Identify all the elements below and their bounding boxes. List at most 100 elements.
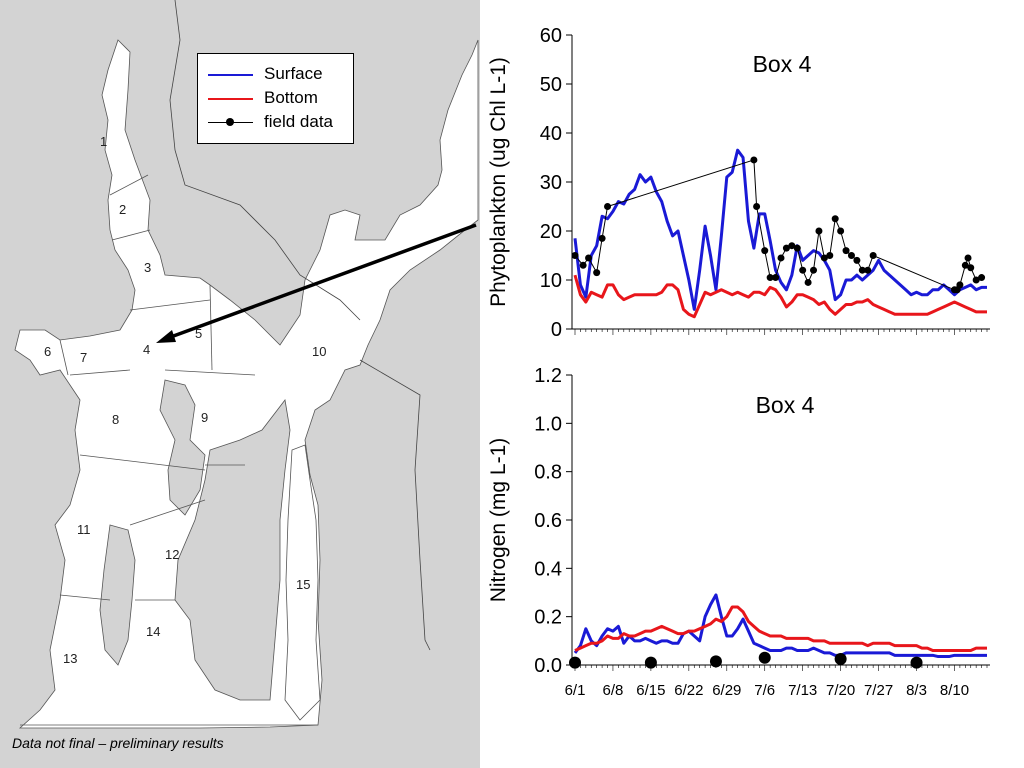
series-line-surface	[573, 148, 987, 311]
legend-item-field-data: field data	[198, 111, 353, 135]
field-data-point	[847, 252, 855, 259]
y-tick-label: 0.8	[534, 462, 562, 484]
y-tick-label: 1.2	[534, 365, 562, 387]
island-conanicut	[99, 524, 136, 666]
box-label: 2	[119, 202, 126, 217]
y-tick-label: 50	[540, 74, 562, 96]
arrow	[156, 223, 477, 343]
field-data-point	[782, 244, 790, 252]
field-data-point	[956, 281, 964, 289]
field-data-point	[761, 247, 769, 255]
field-data-point	[579, 261, 587, 269]
x-tick-label: 6/29	[712, 682, 741, 699]
field-data-point	[831, 215, 839, 223]
field-data-point	[853, 256, 861, 264]
field-data-point	[978, 274, 986, 282]
field-data-point	[793, 244, 801, 252]
box-label: 5	[195, 326, 202, 341]
state-boundaries	[169, 0, 431, 651]
field-data-point	[750, 156, 758, 164]
island-aquidneck	[174, 399, 291, 701]
legend-label: Bottom	[264, 88, 318, 107]
field-data-point	[593, 269, 601, 277]
legend-swatch-bottom	[208, 98, 253, 100]
y-tick-label: 30	[540, 172, 562, 194]
y-tick-label: 0.6	[534, 510, 562, 532]
legend-item-bottom: Bottom	[198, 87, 353, 111]
field-data-point	[820, 254, 828, 262]
field-data-point	[864, 266, 872, 274]
field-data-point	[972, 276, 980, 284]
x-tick-label: 8/3	[906, 682, 927, 699]
box-label: 7	[80, 350, 87, 365]
series-line-bottom	[574, 605, 987, 652]
box-label: 12	[165, 547, 179, 562]
x-tick-label: 7/20	[826, 682, 855, 699]
y-axis-label: Nitrogen (mg L-1)	[487, 438, 510, 603]
box-labels: 1 2 3 4 5 6 7 8 9 10 11 12 13 14 15	[44, 134, 326, 666]
legend-label: field data	[264, 112, 333, 131]
box-label: 15	[296, 577, 310, 592]
sakonnet-water	[284, 444, 321, 721]
y-tick-label: 0	[551, 319, 562, 341]
series-line-field-data	[574, 159, 982, 291]
legend: Surface Bottom field data	[197, 53, 354, 144]
field-data-point	[826, 252, 834, 259]
field-data-point	[858, 266, 866, 274]
field-data-point	[799, 266, 807, 274]
chart-title: Box 4	[756, 392, 815, 418]
field-data-point	[842, 247, 850, 255]
field-data-point	[571, 252, 579, 259]
field-data-point	[709, 655, 722, 668]
series-line-surface	[573, 593, 987, 659]
field-data-point	[598, 234, 606, 242]
field-data-point	[910, 656, 923, 669]
y-tick-label: 0.2	[534, 607, 562, 629]
y-tick-label: 0.0	[534, 655, 562, 677]
x-tick-label: 7/13	[788, 682, 817, 699]
box-label: 14	[146, 624, 160, 639]
legend-item-surface: Surface	[198, 63, 353, 87]
field-data-point	[810, 266, 818, 274]
x-tick-label: 6/15	[636, 682, 665, 699]
x-tick-label: 8/10	[940, 682, 969, 699]
box-label: 13	[63, 651, 77, 666]
x-tick-label: 6/8	[603, 682, 624, 699]
field-data-point	[753, 203, 761, 210]
y-axis-label: Phytoplankton (ug Chl L-1)	[487, 57, 510, 307]
series-line-bottom	[573, 274, 987, 319]
field-data-point	[788, 242, 796, 250]
x-tick-label: 6/1	[565, 682, 586, 699]
field-data-point	[961, 261, 969, 269]
island-prudence	[159, 379, 206, 516]
x-tick-label: 6/22	[674, 682, 703, 699]
chart-title: Box 4	[753, 51, 812, 77]
box-label: 10	[312, 344, 326, 359]
box-label: 8	[112, 412, 119, 427]
field-data-point	[967, 264, 975, 272]
y-tick-label: 60	[540, 25, 562, 47]
field-data-point	[964, 254, 972, 262]
field-data-point	[644, 656, 657, 669]
box-label: 3	[144, 260, 151, 275]
field-data-point	[772, 274, 780, 282]
x-tick-label: 7/27	[864, 682, 893, 699]
field-data-point	[585, 254, 593, 262]
legend-label: Surface	[264, 64, 323, 83]
y-tick-label: 40	[540, 123, 562, 145]
y-tick-label: 1.0	[534, 413, 562, 435]
field-data-point	[815, 227, 823, 235]
field-data-point	[837, 227, 845, 235]
field-data-point	[804, 278, 812, 286]
box-label: 9	[201, 410, 208, 425]
field-data-point	[758, 651, 771, 664]
y-tick-label: 0.4	[534, 558, 562, 580]
box-label: 11	[77, 522, 91, 537]
field-data-point	[766, 274, 774, 282]
box-label: 6	[44, 344, 51, 359]
x-tick-label: 7/6	[754, 682, 775, 699]
field-data-point	[869, 252, 877, 259]
field-data-point	[604, 203, 612, 210]
box-label: 4	[143, 342, 150, 357]
